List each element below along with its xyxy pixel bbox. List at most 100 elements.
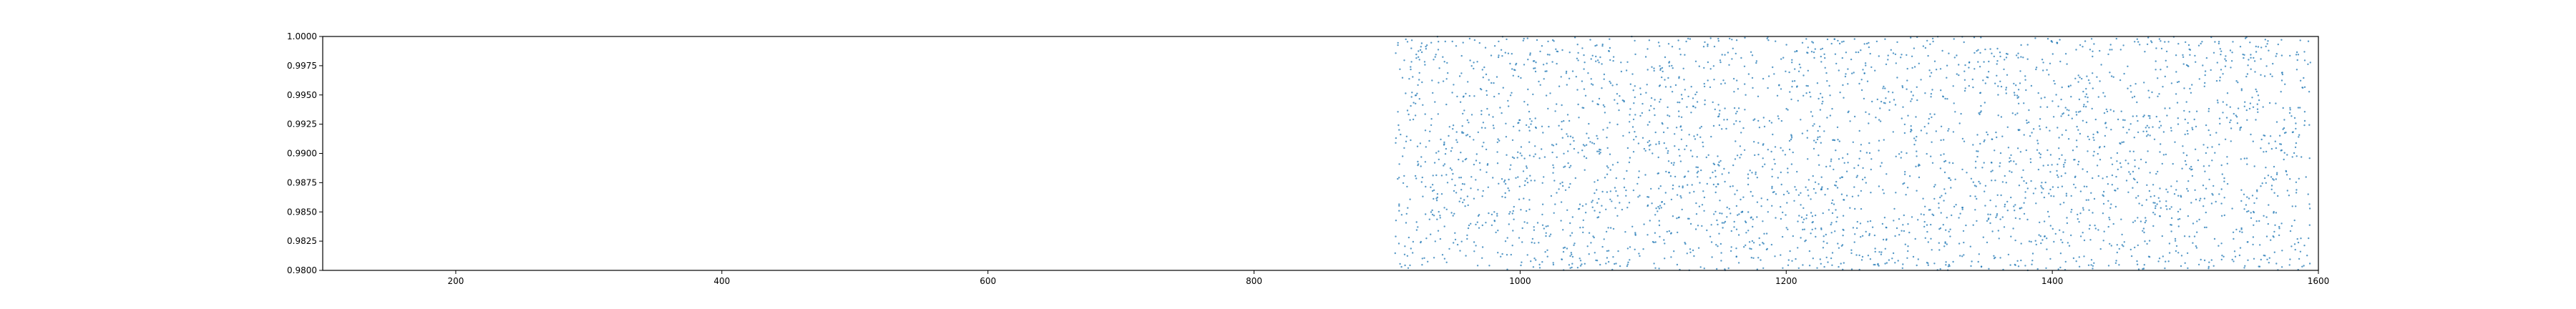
scatter-point	[2060, 175, 2063, 177]
scatter-point	[2290, 245, 2293, 247]
scatter-point	[1577, 52, 1579, 54]
scatter-point	[2253, 210, 2255, 213]
scatter-point	[1438, 41, 1440, 43]
scatter-point	[1790, 163, 1793, 165]
scatter-point	[2137, 217, 2139, 219]
scatter-point	[2036, 268, 2039, 270]
scatter-point	[2177, 43, 2180, 45]
scatter-point	[2149, 172, 2151, 174]
scatter-point	[1977, 150, 1979, 152]
scatter-point	[2109, 242, 2111, 245]
scatter-point	[1420, 241, 1422, 244]
scatter-point	[2153, 195, 2155, 197]
scatter-point	[2148, 127, 2150, 129]
scatter-point	[1995, 205, 1997, 207]
scatter-point	[2053, 240, 2055, 243]
scatter-point	[1560, 201, 1563, 203]
scatter-point	[1752, 225, 1754, 228]
scatter-point	[1857, 195, 1860, 197]
scatter-point	[1901, 85, 1903, 87]
scatter-point	[2153, 138, 2156, 140]
scatter-point	[1485, 89, 1488, 92]
scatter-point	[2144, 240, 2146, 242]
scatter-point	[1659, 185, 1662, 187]
scatter-point	[1824, 67, 1826, 69]
scatter-point	[1943, 160, 1946, 163]
scatter-point	[1579, 265, 1582, 267]
scatter-point	[1648, 144, 1650, 147]
scatter-point	[1493, 127, 1495, 129]
scatter-point	[1700, 169, 1702, 172]
scatter-point	[1841, 57, 1843, 59]
scatter-point	[2082, 209, 2084, 211]
scatter-point	[1591, 100, 1594, 102]
scatter-point	[1873, 263, 1875, 266]
axis-ticks: 200 400 600 800 1000 1200 1400 16000.98000.9825…	[287, 31, 2329, 286]
scatter-point	[2252, 243, 2254, 246]
scatter-point	[1865, 42, 1868, 45]
scatter-point	[1964, 87, 1966, 89]
scatter-point	[1478, 162, 1481, 164]
scatter-point	[1792, 151, 1794, 154]
scatter-point	[2283, 127, 2285, 129]
scatter-point	[1659, 101, 1661, 103]
scatter-point	[1751, 172, 1753, 174]
scatter-point	[2011, 171, 2013, 173]
scatter-point	[1674, 133, 1676, 135]
scatter-point	[2301, 265, 2303, 268]
scatter-point	[1813, 187, 1815, 190]
scatter-point	[1874, 263, 1876, 266]
scatter-point	[1747, 73, 1750, 75]
scatter-point	[1639, 195, 1641, 197]
scatter-point	[1433, 162, 1436, 164]
scatter-point	[1900, 157, 1902, 159]
scatter-point	[1873, 234, 1876, 237]
scatter-point	[2265, 45, 2267, 48]
scatter-point	[1771, 175, 1773, 178]
scatter-point	[1649, 144, 1652, 146]
scatter-point	[1450, 212, 1453, 214]
scatter-point	[1609, 122, 1611, 124]
scatter-point	[2243, 157, 2245, 160]
scatter-point	[1635, 135, 1637, 138]
scatter-point	[1750, 257, 1752, 259]
scatter-point	[1467, 81, 1469, 83]
scatter-point	[2219, 79, 2221, 82]
scatter-point	[1749, 247, 1751, 250]
scatter-point	[1724, 82, 1726, 84]
scatter-point	[1594, 181, 1596, 183]
scatter-point	[1929, 75, 1931, 77]
scatter-point	[2017, 265, 2020, 268]
scatter-point	[2240, 158, 2242, 160]
scatter-point	[1730, 230, 1732, 232]
scatter-point	[2260, 147, 2262, 149]
scatter-point	[1740, 154, 1742, 156]
scatter-point	[1966, 172, 1968, 174]
scatter-point	[1462, 160, 1464, 162]
scatter-point	[1926, 262, 1928, 264]
scatter-point	[1569, 267, 1571, 269]
scatter-point	[2219, 122, 2221, 125]
scatter-point	[1744, 36, 1746, 39]
scatter-point	[1421, 264, 1423, 266]
scatter-point	[1504, 182, 1507, 185]
scatter-point	[2273, 165, 2275, 168]
scatter-point	[1903, 214, 1905, 217]
scatter-point	[2015, 54, 2018, 57]
scatter-point	[1552, 144, 1555, 147]
scatter-point	[1757, 142, 1760, 144]
scatter-point	[1529, 175, 1531, 177]
scatter-point	[1406, 41, 1409, 43]
scatter-point	[1687, 95, 1689, 98]
scatter-point	[1964, 64, 1966, 67]
scatter-point	[1606, 165, 1609, 167]
scatter-point	[1601, 44, 1604, 47]
scatter-point	[2258, 265, 2260, 268]
scatter-point	[2195, 198, 2197, 201]
scatter-point	[2263, 215, 2265, 217]
scatter-point	[1832, 139, 1834, 141]
scatter-point	[1643, 147, 1646, 150]
scatter-point	[1415, 57, 1418, 59]
scatter-point	[1395, 142, 1397, 144]
scatter-point	[2093, 150, 2095, 153]
